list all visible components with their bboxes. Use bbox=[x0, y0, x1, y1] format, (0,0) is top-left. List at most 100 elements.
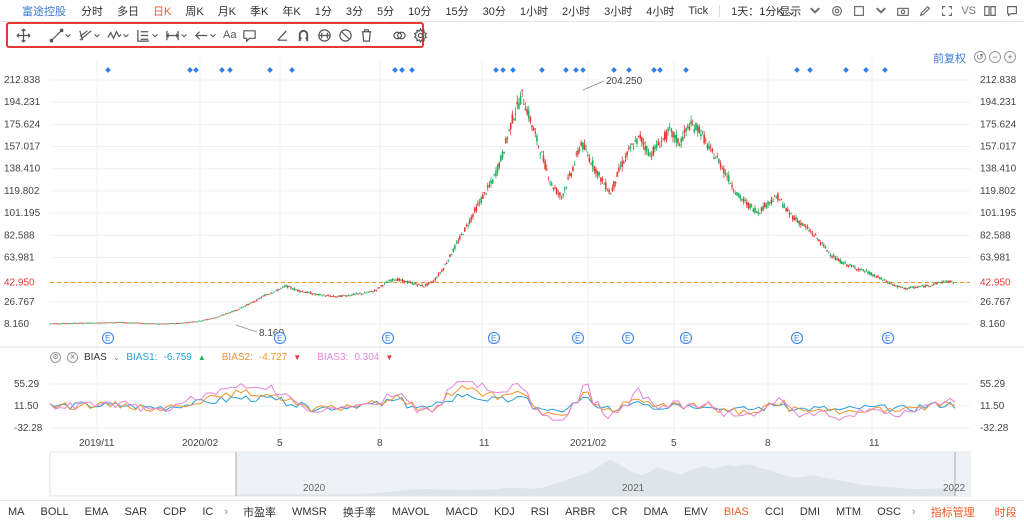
zoom-in-icon[interactable]: + bbox=[1004, 51, 1016, 63]
lock-icon[interactable] bbox=[315, 26, 334, 44]
indicator-manage-button[interactable]: 指标管理 bbox=[930, 506, 975, 519]
gear-icon[interactable] bbox=[411, 26, 430, 44]
indicator-tab[interactable]: IC bbox=[202, 505, 214, 518]
gear-icon[interactable]: ⚙ bbox=[50, 351, 61, 363]
timeframe-tab[interactable]: 15分 bbox=[445, 5, 469, 18]
indicator-tab[interactable]: MTM bbox=[836, 505, 862, 518]
indicator-tab[interactable]: ARBR bbox=[565, 505, 596, 518]
indicator-tab[interactable]: MACD bbox=[445, 505, 478, 518]
range-icon[interactable] bbox=[163, 26, 190, 44]
chevron-down-icon[interactable] bbox=[151, 31, 159, 39]
timeframe-tab[interactable]: 月K bbox=[217, 5, 237, 18]
chevron-down-icon[interactable] bbox=[807, 3, 823, 19]
indicator-tab[interactable]: CDP bbox=[163, 505, 187, 518]
candle-body bbox=[508, 129, 510, 131]
candle-body bbox=[913, 286, 915, 289]
indicator-tab[interactable]: MA bbox=[8, 505, 25, 518]
chevron-down-icon[interactable] bbox=[64, 31, 72, 39]
note-icon[interactable] bbox=[240, 26, 259, 44]
indicator-tab[interactable]: 换手率 bbox=[342, 506, 376, 519]
text-icon[interactable]: Aa bbox=[223, 29, 237, 41]
timeframe-tab[interactable]: 3小时 bbox=[604, 5, 633, 18]
hide-icon[interactable] bbox=[336, 26, 355, 44]
indicator-tab[interactable]: DMA bbox=[643, 505, 668, 518]
price-adjust-menu[interactable]: 前复权 bbox=[933, 53, 966, 65]
channel-icon[interactable] bbox=[76, 26, 103, 44]
line-icon[interactable] bbox=[47, 26, 74, 44]
timeframe-tab[interactable]: 10分 bbox=[408, 5, 432, 18]
timeframe-tab[interactable]: 日K bbox=[153, 5, 172, 18]
indicator-tab[interactable]: DMI bbox=[799, 505, 821, 518]
y-tick-label: 175.624 bbox=[4, 119, 41, 130]
chevron-down-icon[interactable] bbox=[122, 31, 130, 39]
timeframe-tab[interactable]: 多日 bbox=[117, 5, 139, 18]
period-tab[interactable]: 时段 bbox=[994, 506, 1017, 519]
candle-body bbox=[724, 172, 727, 175]
candle-body bbox=[573, 163, 576, 165]
indicator-tab[interactable]: CCI bbox=[764, 505, 784, 518]
indicator-tab[interactable]: 市盈率 bbox=[243, 506, 277, 519]
timeframe-tab[interactable]: 2小时 bbox=[561, 5, 591, 18]
indicator-tab[interactable]: CR bbox=[611, 505, 628, 518]
indicator-tab[interactable]: MAVOL bbox=[391, 505, 430, 518]
candle-body bbox=[829, 255, 832, 257]
candle-body bbox=[319, 294, 322, 295]
price-chart[interactable]: 212.838 212.838 194.231 194.231 175.624 175.6… bbox=[0, 60, 1024, 500]
period-select[interactable]: 1天：1分K ⌄ bbox=[731, 5, 796, 18]
indicator-tab[interactable]: EMV bbox=[683, 505, 708, 518]
candle-body bbox=[221, 314, 223, 316]
book-icon[interactable] bbox=[982, 3, 998, 19]
timeframe-tab[interactable]: 30分 bbox=[482, 5, 506, 18]
timeframe-tab[interactable]: 3分 bbox=[345, 5, 363, 18]
trash-icon[interactable] bbox=[357, 26, 376, 44]
timeframe-tab[interactable]: 1小时 bbox=[519, 5, 548, 18]
wave-icon[interactable] bbox=[105, 26, 132, 44]
arrow-icon[interactable] bbox=[192, 26, 219, 44]
grid-icon[interactable] bbox=[134, 26, 161, 44]
timeframe-tab[interactable]: 年K bbox=[282, 5, 301, 18]
indicator-tab[interactable]: BOLL bbox=[40, 505, 69, 518]
candle-body bbox=[286, 285, 289, 288]
close-icon[interactable]: ✕ bbox=[67, 351, 78, 363]
magnet-icon[interactable] bbox=[294, 26, 313, 44]
pencil-icon[interactable] bbox=[917, 3, 933, 19]
timeframe-tab[interactable]: 5分 bbox=[376, 5, 395, 18]
indicator-tab[interactable]: RSI bbox=[530, 505, 550, 518]
chat-icon[interactable] bbox=[1004, 3, 1020, 19]
chevron-down-icon[interactable] bbox=[873, 3, 889, 19]
settings-icon[interactable] bbox=[829, 3, 845, 19]
timeframe-tab[interactable]: 4小时 bbox=[646, 5, 675, 18]
chevron-down-icon[interactable] bbox=[93, 31, 101, 39]
timeframe-tab[interactable]: Tick bbox=[688, 4, 709, 17]
timeframe-tab[interactable]: 1分 bbox=[314, 5, 332, 18]
indicator-tab[interactable]: BIAS bbox=[723, 505, 749, 518]
chevron-down-icon[interactable] bbox=[180, 31, 188, 39]
timeframe-tab[interactable]: 季K bbox=[250, 5, 269, 18]
candle-body bbox=[939, 282, 942, 284]
indicator-tab[interactable]: OSC bbox=[877, 505, 901, 518]
candle-body bbox=[131, 322, 133, 324]
stock-name[interactable]: 富途控股 bbox=[22, 5, 66, 18]
chevron-down-icon[interactable]: ⌄ bbox=[112, 351, 121, 362]
indicator-tab[interactable]: SAR bbox=[124, 505, 148, 518]
zoom-out-icon[interactable]: − bbox=[989, 51, 1001, 63]
timeframe-tab[interactable]: 周K bbox=[185, 5, 204, 18]
indicator-name[interactable]: BIAS bbox=[84, 351, 107, 363]
eye-icon[interactable] bbox=[390, 26, 409, 44]
display-menu[interactable]: 显示 bbox=[779, 6, 802, 18]
chevron-down-icon[interactable] bbox=[209, 31, 217, 39]
move-icon[interactable] bbox=[14, 26, 33, 44]
indicator-tab[interactable]: EMA bbox=[84, 505, 109, 518]
chevron-right-icon[interactable]: › bbox=[911, 505, 916, 518]
square-icon[interactable] bbox=[851, 3, 867, 19]
camera-icon[interactable] bbox=[895, 3, 911, 19]
candle-body bbox=[416, 284, 419, 286]
fullscreen-icon[interactable] bbox=[939, 3, 955, 19]
timeframe-tab[interactable]: 分时 bbox=[81, 5, 103, 18]
vs-compare-button[interactable]: VS bbox=[961, 5, 976, 17]
reset-icon[interactable]: ↺ bbox=[974, 51, 986, 63]
angle-icon[interactable] bbox=[273, 26, 292, 44]
indicator-tab[interactable]: WMSR bbox=[292, 505, 327, 518]
indicator-tab[interactable]: KDJ bbox=[493, 505, 515, 518]
chevron-right-icon[interactable]: › bbox=[224, 505, 229, 518]
